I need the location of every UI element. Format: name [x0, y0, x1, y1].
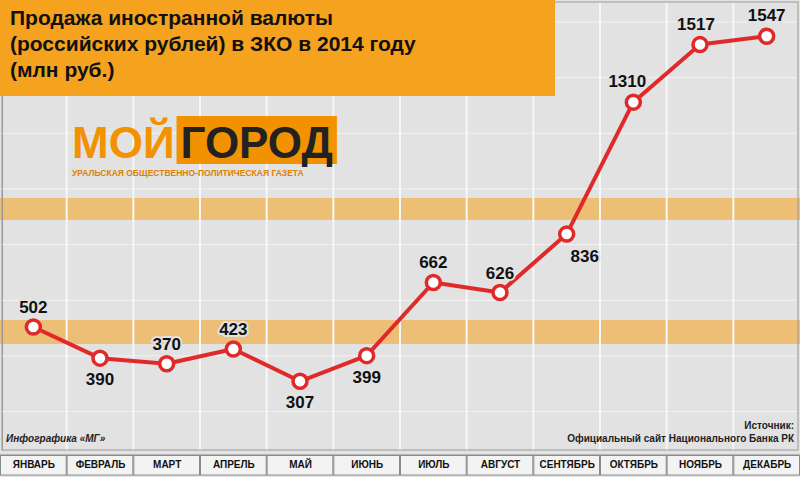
- month-box: [534, 455, 600, 475]
- grid-tick: [2, 188, 798, 189]
- source: Официальный сайт Национального Банка РК: [567, 433, 795, 444]
- x-tick-label: МАЙ: [289, 458, 312, 470]
- month-box: [734, 455, 800, 475]
- x-tick: ЯНВАРЬ: [13, 455, 55, 470]
- data-point: [693, 38, 707, 52]
- column-line: [666, 2, 668, 450]
- logo-left: МОЙ: [72, 117, 175, 167]
- grid-line: [2, 244, 798, 245]
- chart-svg: Продажа иностранной валюты(российских ру…: [0, 0, 800, 477]
- x-axis: ЯНВАРЬ ФЕВРАЛЬ МАРТ АПРЕЛЬ МАЙ ИЮНЬ ИЮЛЬ АВГУСТ…: [1, 455, 800, 470]
- x-tick-label: ИЮЛЬ: [418, 459, 449, 470]
- grid-line: [2, 300, 798, 301]
- data-label: 1517: [677, 15, 715, 34]
- data-label: 502: [19, 298, 47, 317]
- data-label: 836: [570, 247, 598, 266]
- credit: Инфографика «МГ»: [6, 433, 106, 444]
- x-tick-label: ДЕКАБРЬ: [743, 459, 791, 470]
- chart-container: Продажа иностранной валюты(российских ру…: [0, 0, 800, 477]
- x-axis-line: [1, 455, 800, 456]
- month-box: [134, 455, 200, 475]
- x-tick-label: МАРТ: [153, 459, 181, 470]
- x-tick-label: ИЮНЬ: [351, 459, 383, 470]
- month-box: [601, 455, 667, 475]
- data-point: [26, 320, 40, 334]
- data-label: 662: [419, 253, 447, 272]
- data-point: [160, 357, 174, 371]
- data-line: [33, 36, 766, 381]
- x-tick: МАРТ: [153, 455, 181, 470]
- column-line: [732, 2, 734, 450]
- data-point: [93, 351, 107, 365]
- data-labels: 502 390 370 423 307 399 662 626 836 1310 1517 1547: [19, 6, 785, 412]
- x-tick: СЕНТЯБРЬ: [540, 455, 595, 470]
- month-box: [467, 455, 533, 475]
- x-tick-label: ФЕВРАЛЬ: [76, 459, 126, 470]
- x-tick-label: АПРЕЛЬ: [213, 459, 255, 470]
- logo-right: ГОРОД: [181, 118, 333, 167]
- month-box: [267, 455, 333, 475]
- month-box: [401, 455, 467, 475]
- grid-tick: [2, 300, 798, 301]
- x-tick: НОЯБРЬ: [679, 455, 722, 470]
- title: Продажа иностранной валюты(российских ру…: [10, 6, 416, 81]
- title-band: [0, 0, 555, 96]
- x-tick: ФЕВРАЛЬ: [76, 455, 126, 470]
- plot-marks: [26, 29, 773, 388]
- grid-tick: [2, 411, 798, 412]
- x-tick-label: ОКТЯБРЬ: [610, 459, 658, 470]
- grid-tick: [2, 244, 798, 245]
- month-box: [1, 455, 67, 475]
- x-tick: ИЮНЬ: [351, 455, 383, 470]
- data-point: [626, 95, 640, 109]
- x-tick-label: СЕНТЯБРЬ: [540, 459, 595, 470]
- x-tick-label: НОЯБРЬ: [679, 459, 722, 470]
- data-label: 1310: [608, 72, 646, 91]
- grid-line: [2, 355, 798, 356]
- x-tick: ДЕКАБРЬ: [743, 455, 791, 470]
- grid-line: [2, 411, 798, 412]
- data-point: [560, 227, 574, 241]
- x-tick: ИЮЛЬ: [418, 455, 449, 470]
- data-label: 1547: [748, 6, 786, 25]
- grid-line: [2, 188, 798, 189]
- data-point: [426, 275, 440, 289]
- x-tick: АВГУСТ: [481, 455, 520, 470]
- month-box: [334, 455, 400, 475]
- data-label: 399: [352, 368, 380, 387]
- x-tick-label: АВГУСТ: [481, 459, 520, 470]
- data-label: 626: [486, 264, 514, 283]
- data-label: 423: [219, 320, 247, 339]
- month-boxes: [1, 455, 800, 475]
- data-label: 370: [152, 335, 180, 354]
- background: [0, 0, 800, 477]
- data-point: [360, 349, 374, 363]
- month-box: [67, 455, 133, 475]
- column-line: [599, 2, 601, 450]
- data-point: [226, 342, 240, 356]
- logo: МОЙГОРОДУРАЛЬСКАЯ ОБЩЕСТВЕННО-ПОЛИТИЧЕСК…: [72, 116, 337, 178]
- logo-tagline: УРАЛЬСКАЯ ОБЩЕСТВЕННО-ПОЛИТИЧЕСКАЯ ГАЗЕТ…: [72, 168, 304, 178]
- x-tick: МАЙ: [289, 455, 312, 470]
- x-tick: АПРЕЛЬ: [213, 455, 255, 470]
- x-tick-label: ЯНВАРЬ: [13, 459, 55, 470]
- source-label: Источник:: [744, 420, 794, 431]
- month-box: [667, 455, 733, 475]
- grid-tick: [2, 355, 798, 356]
- month-box: [201, 455, 267, 475]
- data-point: [293, 374, 307, 388]
- data-point: [493, 286, 507, 300]
- data-label: 390: [86, 370, 114, 389]
- data-point: [760, 29, 774, 43]
- data-label: 307: [286, 393, 314, 412]
- x-tick: ОКТЯБРЬ: [610, 455, 658, 470]
